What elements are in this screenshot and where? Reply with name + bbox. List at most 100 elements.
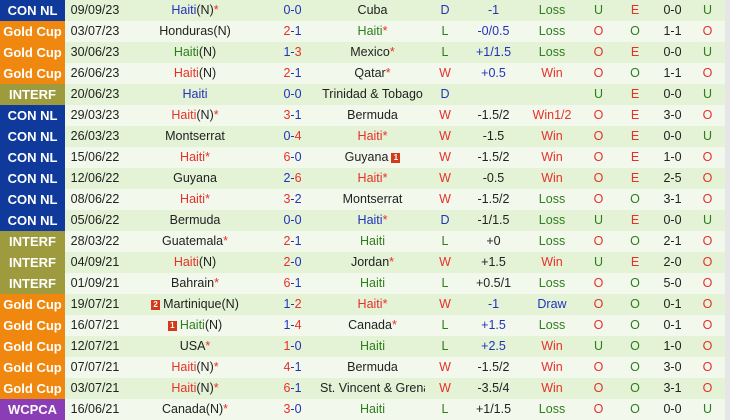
team-name[interactable]: St. Vincent & Grenadines — [320, 381, 425, 395]
score[interactable]: 2-1 — [265, 21, 320, 42]
score[interactable]: 2-6 — [265, 168, 320, 189]
team-name[interactable]: Haiti — [357, 297, 383, 311]
score[interactable]: 6-0 — [265, 147, 320, 168]
competition-badge[interactable]: CON NL — [0, 168, 65, 189]
away-team[interactable]: Bermuda — [320, 357, 425, 378]
competition-badge[interactable]: INTERF — [0, 273, 65, 294]
away-team[interactable]: Jordan* — [320, 252, 425, 273]
table-row[interactable]: WCPCA 16/06/21 Canada(N)* 3-0 Haiti L +1/1.5 Lo… — [0, 399, 725, 420]
table-row[interactable]: CON NL 26/03/23 Montserrat 0-4 Haiti* W -1.5 Wi… — [0, 126, 725, 147]
away-team[interactable]: Haiti — [320, 336, 425, 357]
team-name[interactable]: Honduras — [159, 24, 214, 38]
competition-badge[interactable]: CON NL — [0, 0, 65, 21]
home-team[interactable]: Haiti(N)* — [125, 0, 265, 21]
competition-badge[interactable]: Gold Cup — [0, 357, 65, 378]
table-row[interactable]: INTERF 01/09/21 Bahrain* 6-1 Haiti L +0.5/1 Los… — [0, 273, 725, 294]
home-team[interactable]: Haiti* — [125, 189, 265, 210]
competition-badge[interactable]: INTERF — [0, 84, 65, 105]
team-name[interactable]: Haiti — [357, 171, 383, 185]
home-team[interactable]: 2 Martinique(N) — [125, 294, 265, 315]
score[interactable]: 2-1 — [265, 63, 320, 84]
score[interactable]: 1-0 — [265, 336, 320, 357]
team-name[interactable]: Trinidad & Tobago — [322, 87, 423, 101]
scrollbar[interactable] — [725, 0, 730, 420]
competition-badge[interactable]: CON NL — [0, 189, 65, 210]
home-team[interactable]: Haiti(N) — [125, 63, 265, 84]
score[interactable]: 2-0 — [265, 252, 320, 273]
team-name[interactable]: Haiti — [171, 360, 197, 374]
team-name[interactable]: Martinique — [163, 297, 222, 311]
score[interactable]: 4-1 — [265, 357, 320, 378]
competition-badge[interactable]: INTERF — [0, 252, 65, 273]
team-name[interactable]: Haiti — [359, 234, 385, 248]
team-name[interactable]: Haiti — [173, 255, 199, 269]
score[interactable]: 6-1 — [265, 378, 320, 399]
table-row[interactable]: CON NL 05/06/22 Bermuda 0-0 Haiti* D -1/1.5 Los… — [0, 210, 725, 231]
table-row[interactable]: INTERF 04/09/21 Haiti(N) 2-0 Jordan* W +1.5 Win… — [0, 252, 725, 273]
table-row[interactable]: INTERF 28/03/22 Guatemala* 2-1 Haiti L +0 Loss O… — [0, 231, 725, 252]
home-team[interactable]: Canada(N)* — [125, 399, 265, 420]
table-row[interactable]: Gold Cup 26/06/23 Haiti(N) 2-1 Qatar* W +0.5 Wi… — [0, 63, 725, 84]
score[interactable]: 0-0 — [265, 84, 320, 105]
team-name[interactable]: Canada — [348, 318, 392, 332]
table-row[interactable]: Gold Cup 30/06/23 Haiti(N) 1-3 Mexico* L +1/1.… — [0, 42, 725, 63]
home-team[interactable]: Haiti(N) — [125, 42, 265, 63]
home-team[interactable]: Haiti(N)* — [125, 378, 265, 399]
team-name[interactable]: Haiti — [357, 129, 383, 143]
table-row[interactable]: Gold Cup 12/07/21 USA* 1-0 Haiti L +2.5 Win U O 1-… — [0, 336, 725, 357]
score[interactable]: 3-1 — [265, 105, 320, 126]
away-team[interactable]: Mexico* — [320, 42, 425, 63]
score[interactable]: 1-4 — [265, 315, 320, 336]
team-name[interactable]: Bermuda — [347, 360, 398, 374]
away-team[interactable]: Haiti — [320, 273, 425, 294]
away-team[interactable]: Haiti* — [320, 210, 425, 231]
competition-badge[interactable]: Gold Cup — [0, 336, 65, 357]
competition-badge[interactable]: Gold Cup — [0, 378, 65, 399]
table-row[interactable]: Gold Cup 19/07/21 2 Martinique(N) 1-2 Haiti* W… — [0, 294, 725, 315]
home-team[interactable]: Haiti — [125, 84, 265, 105]
home-team[interactable]: Guatemala* — [125, 231, 265, 252]
competition-badge[interactable]: Gold Cup — [0, 42, 65, 63]
home-team[interactable]: Bahrain* — [125, 273, 265, 294]
home-team[interactable]: 1 Haiti(N) — [125, 315, 265, 336]
team-name[interactable]: Haiti — [357, 24, 383, 38]
home-team[interactable]: Haiti* — [125, 147, 265, 168]
competition-badge[interactable]: Gold Cup — [0, 294, 65, 315]
away-team[interactable]: Haiti — [320, 399, 425, 420]
away-team[interactable]: Trinidad & Tobago — [320, 84, 425, 105]
table-row[interactable]: Gold Cup 03/07/23 Honduras(N) 2-1 Haiti* L -0/… — [0, 21, 725, 42]
away-team[interactable]: Qatar* — [320, 63, 425, 84]
team-name[interactable]: Montserrat — [342, 192, 403, 206]
away-team[interactable]: Haiti* — [320, 168, 425, 189]
team-name[interactable]: Jordan — [350, 255, 390, 269]
score[interactable]: 1-3 — [265, 42, 320, 63]
competition-badge[interactable]: CON NL — [0, 147, 65, 168]
table-row[interactable]: INTERF 20/06/23 Haiti 0-0 Trinidad & Tobago D… — [0, 84, 725, 105]
competition-badge[interactable]: Gold Cup — [0, 63, 65, 84]
table-row[interactable]: CON NL 12/06/22 Guyana 2-6 Haiti* W -0.5 Win O E 2… — [0, 168, 725, 189]
score[interactable]: 6-1 — [265, 273, 320, 294]
team-name[interactable]: Cuba — [357, 3, 388, 17]
team-name[interactable]: Canada — [161, 402, 206, 416]
away-team[interactable]: Bermuda — [320, 105, 425, 126]
team-name[interactable]: Qatar — [354, 66, 386, 80]
home-team[interactable]: Honduras(N) — [125, 21, 265, 42]
team-name[interactable]: Haiti — [359, 339, 385, 353]
away-team[interactable]: Montserrat — [320, 189, 425, 210]
table-row[interactable]: CON NL 08/06/22 Haiti* 3-2 Montserrat W -1.5/2… — [0, 189, 725, 210]
table-row[interactable]: Gold Cup 03/07/21 Haiti(N)* 6-1 St. Vincent … — [0, 378, 725, 399]
away-team[interactable]: Haiti — [320, 231, 425, 252]
team-name[interactable]: USA — [179, 339, 206, 353]
team-name[interactable]: Bahrain — [171, 276, 215, 290]
team-name[interactable]: Montserrat — [165, 129, 225, 143]
away-team[interactable]: Haiti* — [320, 294, 425, 315]
team-name[interactable]: Haiti — [171, 381, 197, 395]
home-team[interactable]: Guyana — [125, 168, 265, 189]
table-row[interactable]: Gold Cup 07/07/21 Haiti(N)* 4-1 Bermuda W -1.5… — [0, 357, 725, 378]
competition-badge[interactable]: CON NL — [0, 105, 65, 126]
home-team[interactable]: Montserrat — [125, 126, 265, 147]
competition-badge[interactable]: Gold Cup — [0, 21, 65, 42]
competition-badge[interactable]: Gold Cup — [0, 315, 65, 336]
home-team[interactable]: Bermuda — [125, 210, 265, 231]
score[interactable]: 2-1 — [265, 231, 320, 252]
